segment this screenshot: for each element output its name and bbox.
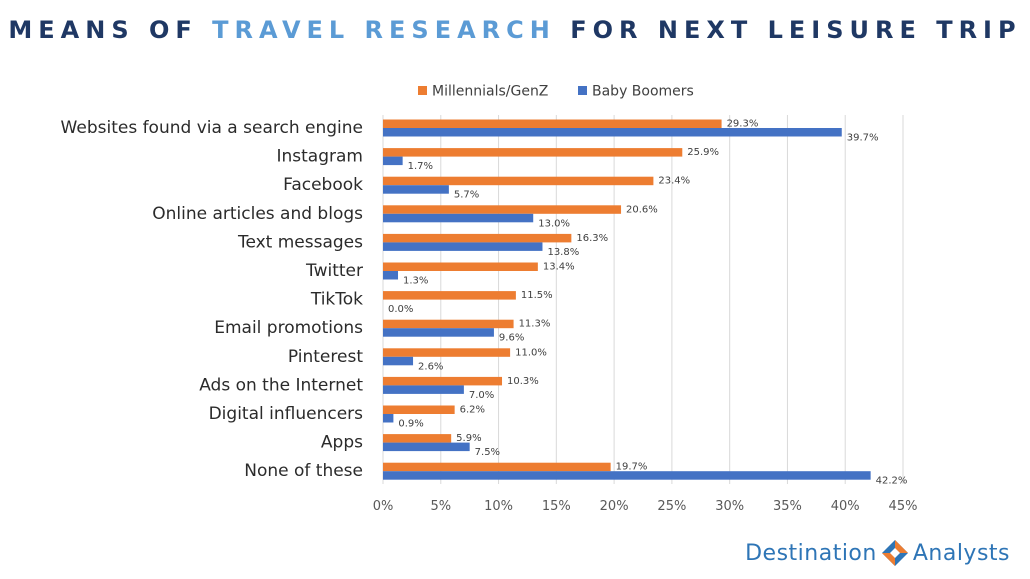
title-highlight: TRAVEL RESEARCH [212, 16, 556, 44]
bar [383, 148, 683, 157]
x-tick-label: 30% [715, 499, 744, 514]
category-label: TikTok [310, 290, 363, 310]
category-label: Apps [321, 433, 363, 453]
logo-word-analysts: Analysts [912, 540, 1010, 566]
data-label: 39.7% [847, 133, 879, 144]
x-tick-label: 20% [600, 499, 629, 514]
data-label: 23.4% [658, 176, 690, 187]
category-label: Online articles and blogs [152, 204, 363, 224]
bar [383, 471, 871, 480]
legend-label: Millennials/GenZ [432, 84, 548, 100]
bar [383, 213, 534, 223]
chart-title: MEANS OF TRAVEL RESEARCH FOR NEXT LEISUR… [0, 16, 1030, 44]
bar [383, 434, 452, 443]
gridlines [382, 115, 904, 484]
data-label: 7.5% [475, 447, 500, 458]
category-label: Email promotions [214, 318, 363, 338]
data-label: 6.2% [460, 405, 485, 416]
data-label: 13.0% [538, 218, 570, 229]
bar [383, 376, 503, 386]
data-label: 11.3% [519, 319, 551, 330]
x-tick-label: 5% [430, 499, 451, 514]
x-tick-label: 45% [889, 499, 918, 514]
data-label: 7.0% [469, 390, 494, 401]
data-label: 11.0% [515, 347, 547, 358]
bar [383, 356, 414, 366]
data-label: 1.3% [403, 276, 428, 287]
category-label: Ads on the Internet [199, 375, 363, 395]
bar [383, 405, 455, 414]
category-label: Text messages [237, 232, 363, 252]
category-label: Facebook [283, 175, 363, 195]
bar [383, 348, 511, 357]
bars [383, 119, 871, 480]
bar [383, 205, 622, 214]
legend-swatch [578, 86, 587, 95]
diamond-arrows-icon [881, 540, 908, 566]
category-label: Twitter [305, 261, 363, 281]
data-label: 13.8% [547, 247, 579, 258]
data-label: 20.6% [626, 204, 658, 215]
x-tick-label: 35% [773, 499, 802, 514]
legend: Millennials/GenZ Baby Boomers [418, 84, 694, 100]
bar [383, 385, 464, 394]
x-tick-label: 15% [542, 499, 571, 514]
legend-label: Baby Boomers [592, 84, 694, 100]
x-axis-tick-labels: 0% 5% 10% 15% 20% 25% 30% 35% 40% 45% [373, 499, 918, 514]
category-label: Pinterest [288, 347, 363, 367]
category-label: None of these [244, 461, 363, 481]
category-label: Digital influencers [209, 404, 364, 424]
data-label: 13.4% [543, 262, 575, 273]
data-label: 10.3% [507, 376, 539, 387]
data-label: 0.0% [388, 304, 413, 315]
bar [383, 271, 399, 280]
bar [383, 176, 654, 186]
data-label: 1.7% [408, 161, 433, 172]
bar [383, 414, 394, 423]
data-labels: 29.3% 39.7% 25.9% 1.7% 23.4% 5.7% 20.6% 13.0% 16… [388, 119, 907, 487]
data-label: 5.7% [454, 190, 479, 201]
bar [383, 319, 514, 329]
data-label: 42.2% [876, 476, 908, 487]
x-tick-label: 10% [484, 499, 513, 514]
data-label: 19.7% [616, 462, 648, 473]
legend-swatch [418, 86, 427, 95]
data-label: 5.9% [456, 433, 481, 444]
bar [383, 185, 449, 194]
data-label: 9.6% [499, 333, 524, 344]
bar [383, 442, 470, 452]
data-label: 2.6% [418, 361, 443, 372]
bar [383, 156, 403, 166]
x-tick-label: 0% [373, 499, 394, 514]
bar [383, 128, 842, 137]
bar [383, 233, 572, 243]
x-tick-label: 40% [831, 499, 860, 514]
category-label: Instagram [277, 147, 364, 167]
x-tick-label: 25% [657, 499, 686, 514]
logo-word-destination: Destination [745, 540, 877, 566]
category-labels: Websites found via a search engine Instag… [61, 118, 364, 481]
data-label: 25.9% [687, 147, 719, 158]
bar [383, 291, 516, 300]
data-label: 11.5% [521, 290, 553, 301]
data-label: 16.3% [576, 233, 608, 244]
title-part-3: FOR NEXT LEISURE TRIP [555, 16, 1022, 44]
bar [383, 119, 722, 128]
bar [383, 462, 611, 472]
bar [383, 328, 494, 337]
category-label: Websites found via a search engine [61, 118, 363, 138]
bar [383, 262, 538, 271]
data-label: 29.3% [727, 119, 759, 130]
bar [383, 242, 543, 251]
data-label: 0.9% [398, 419, 423, 430]
title-part-1: MEANS OF [8, 16, 213, 44]
logo: Destination Analysts [745, 539, 1010, 567]
